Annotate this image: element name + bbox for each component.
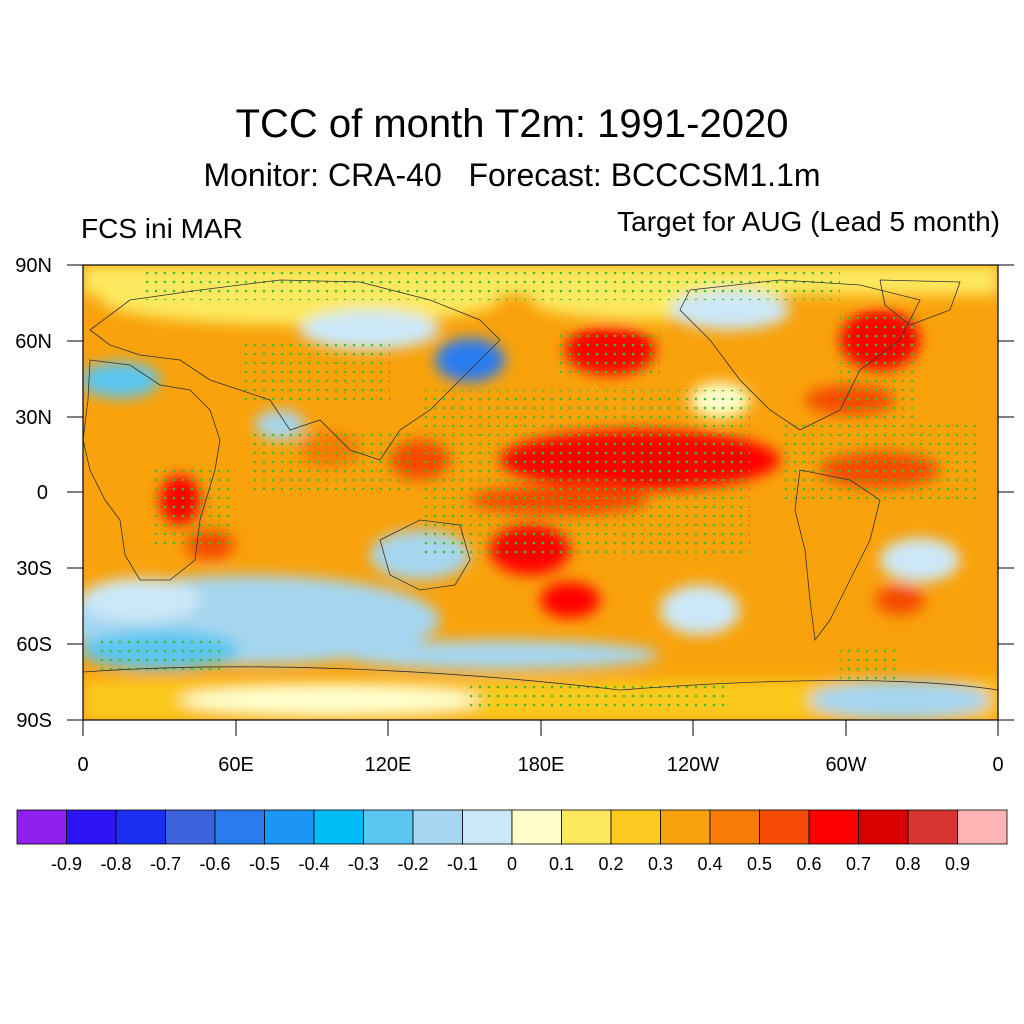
- colorbar-swatch: [16, 809, 67, 845]
- colorbar-swatch: [462, 809, 513, 845]
- chart-title: TCC of month T2m: 1991-2020: [235, 102, 789, 146]
- colorbar-swatch: [858, 809, 909, 845]
- x-label-60w: 60W: [825, 754, 866, 776]
- colorbar-label: 0.7: [846, 854, 871, 874]
- x-label-0: 0: [77, 754, 88, 776]
- significance-stipple: [100, 270, 980, 710]
- colorbar-label: -0.9: [51, 854, 82, 874]
- y-ticks: [67, 264, 1014, 721]
- colorbar-label: 0.6: [796, 854, 821, 874]
- colorbar-label: -0.3: [348, 854, 379, 874]
- x-label-120w: 120W: [667, 754, 719, 776]
- colorbar-label: -0.6: [199, 854, 230, 874]
- tcc-field: [83, 265, 998, 720]
- colorbar-label: 0.8: [895, 854, 920, 874]
- colorbar-swatch: [709, 809, 760, 845]
- colorbar-swatch: [264, 809, 315, 845]
- colorbar-label: 0: [507, 854, 517, 874]
- x-label-120e: 120E: [365, 754, 412, 776]
- colorbar-label: 0.1: [549, 854, 574, 874]
- colorbar-label: 0.5: [747, 854, 772, 874]
- colorbar-swatch: [66, 809, 117, 845]
- colorbar-label: 0.9: [945, 854, 970, 874]
- colorbar-label: -0.5: [249, 854, 280, 874]
- chart-subtitle: Monitor: CRA-40 Forecast: BCCCSM1.1m: [203, 157, 821, 193]
- colorbar-swatch: [660, 809, 711, 845]
- colorbar-label: -0.2: [397, 854, 428, 874]
- colorbar-swatch: [363, 809, 414, 845]
- y-label-60s: 60S: [16, 634, 52, 656]
- colorbar-label: -0.4: [298, 854, 329, 874]
- colorbar-swatch: [412, 809, 463, 845]
- y-label-90n: 90N: [15, 255, 52, 277]
- y-label-30s: 30S: [16, 558, 52, 580]
- colorbar-swatch: [808, 809, 859, 845]
- x-label-180e: 180E: [518, 754, 565, 776]
- y-label-0: 0: [37, 482, 48, 504]
- colorbar-swatch: [610, 809, 661, 845]
- colorbar-swatch: [511, 809, 562, 845]
- coastlines: [83, 279, 998, 691]
- colorbar-swatch: [214, 809, 265, 845]
- colorbar-swatch: [759, 809, 810, 845]
- colorbar-label: -0.8: [100, 854, 131, 874]
- colorbar-swatch: [115, 809, 166, 845]
- colorbar-swatch: [907, 809, 958, 845]
- colorbar-label: -0.1: [447, 854, 478, 874]
- x-label-60e: 60E: [218, 754, 254, 776]
- x-label-0-end: 0: [992, 754, 1003, 776]
- colorbar-swatch: [561, 809, 612, 845]
- colorbar-label: 0.4: [697, 854, 722, 874]
- init-month-label: FCS ini MAR: [81, 213, 243, 244]
- y-label-30n: 30N: [15, 407, 52, 429]
- y-label-60n: 60N: [15, 331, 52, 353]
- colorbar-label: 0.2: [598, 854, 623, 874]
- colorbar-label: -0.7: [150, 854, 181, 874]
- colorbar-swatch: [165, 809, 216, 845]
- colorbar-swatch: [957, 809, 1008, 845]
- colorbar-swatch: [313, 809, 364, 845]
- target-label: Target for AUG (Lead 5 month): [617, 206, 1000, 237]
- y-label-90s: 90S: [16, 710, 52, 732]
- x-ticks: [82, 720, 999, 736]
- colorbar-label: 0.3: [648, 854, 673, 874]
- colorbar: -0.9 -0.8 -0.7 -0.6 -0.5 -0.4 -0.3 -0.2 -0.1 0 0.1…: [16, 809, 1008, 874]
